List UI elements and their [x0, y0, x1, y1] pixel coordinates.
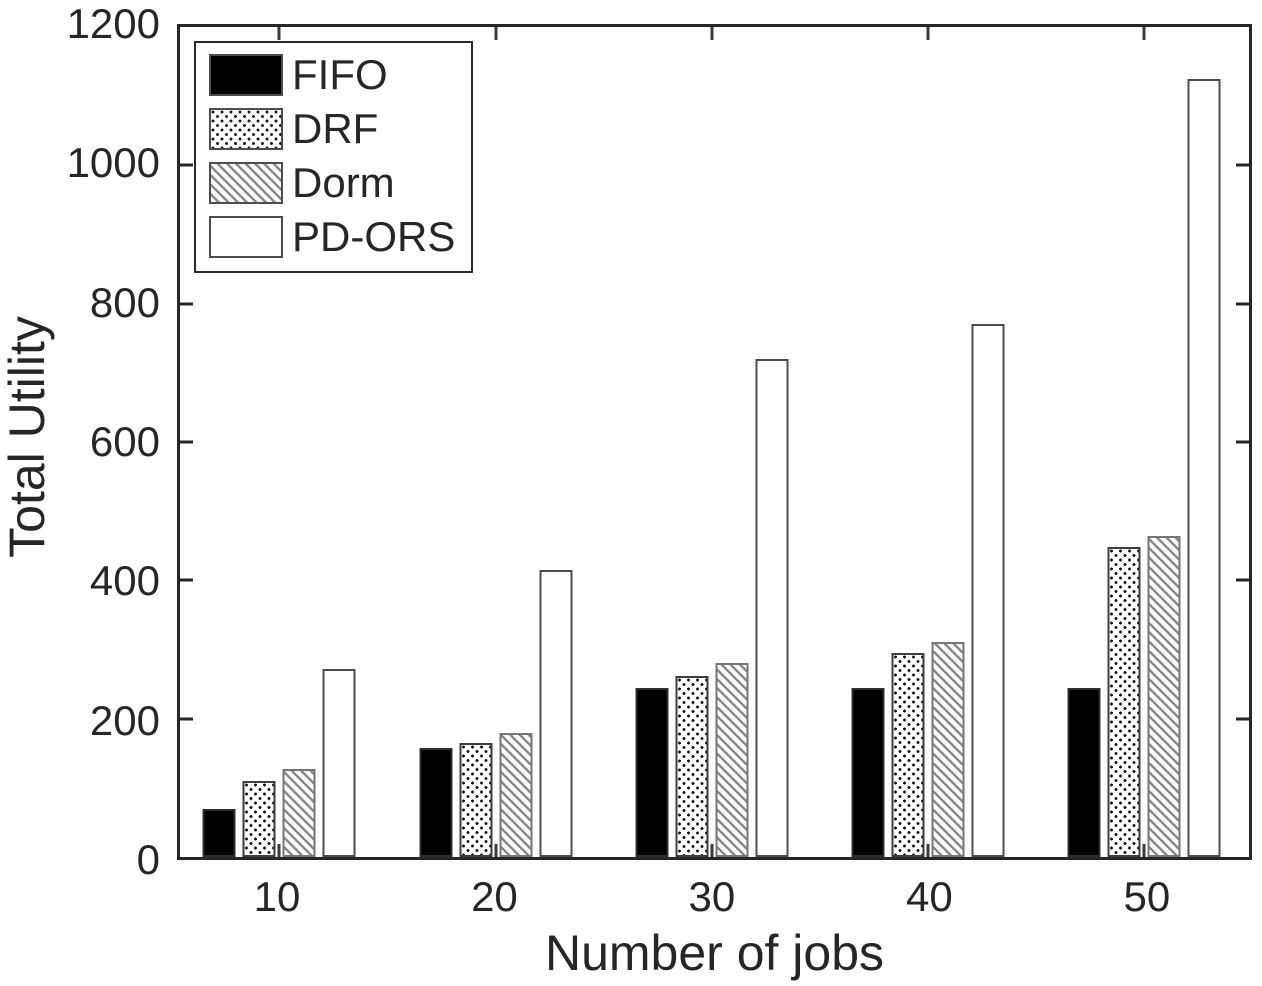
- bar-drf: [242, 780, 276, 857]
- bar-pd-ors: [971, 324, 1005, 857]
- y-tick-mark: [1236, 440, 1249, 444]
- y-tick-labels: 0 200 400 600 800 1000 1200: [0, 3, 160, 881]
- bar-pd-ors: [1187, 78, 1221, 857]
- legend-item: FIFO: [209, 54, 455, 96]
- x-tick-labels: 10 20 30 40 50: [177, 862, 1252, 926]
- bar-drf: [1107, 547, 1141, 857]
- y-tick-mark: [180, 163, 193, 167]
- x-tick-mark: [494, 844, 498, 857]
- x-tick-mark: [494, 27, 498, 40]
- y-tick-mark: [1236, 302, 1249, 306]
- bar-drf: [675, 675, 709, 857]
- legend-swatch-fifo: [209, 54, 283, 96]
- legend-item: DRF: [209, 108, 455, 150]
- legend-swatch-drf: [209, 108, 283, 150]
- legend-label: FIFO: [292, 51, 388, 98]
- y-tick-mark: [180, 578, 193, 582]
- bar-dorm: [931, 641, 965, 857]
- bar-group: [202, 27, 356, 857]
- bar-group: [635, 27, 789, 857]
- bar-group: [419, 27, 573, 857]
- x-tick-mark: [926, 27, 930, 40]
- x-tick-mark: [1142, 27, 1146, 40]
- legend-swatch-pd-ors: [209, 216, 283, 258]
- bar-group: [851, 27, 1005, 857]
- bar-dorm: [282, 769, 316, 857]
- bar-fifo: [419, 747, 453, 857]
- y-tick-label: 800: [89, 278, 160, 326]
- y-tick-mark: [1236, 578, 1249, 582]
- legend-swatch-dorm: [209, 162, 283, 204]
- bar-group: [1067, 27, 1221, 857]
- x-tick-label: 20: [471, 873, 518, 920]
- x-tick-label: 40: [906, 873, 953, 920]
- bar-pd-ors: [755, 359, 789, 857]
- plot-area: FIFO DRF Dorm PD-ORS: [177, 24, 1252, 860]
- legend-item: Dorm: [209, 162, 455, 204]
- x-tick-mark: [710, 844, 714, 857]
- y-tick-mark: [180, 302, 193, 306]
- legend-label: Dorm: [292, 159, 395, 206]
- y-tick-label: 0: [136, 836, 160, 883]
- y-tick-mark: [1236, 717, 1249, 721]
- y-tick-label: 1200: [66, 0, 160, 47]
- bar-dorm: [715, 663, 749, 857]
- x-tick-mark: [710, 27, 714, 40]
- y-tick-mark: [180, 440, 193, 444]
- x-tick-mark: [926, 844, 930, 857]
- bar-dorm: [499, 732, 533, 857]
- y-tick-label: 200: [89, 696, 160, 744]
- bar-drf: [459, 742, 493, 857]
- legend-label: PD-ORS: [292, 213, 456, 260]
- y-tick-label: 1000: [66, 139, 160, 187]
- x-tick-mark: [1142, 844, 1146, 857]
- bar-fifo: [851, 687, 885, 857]
- bar-pd-ors: [322, 668, 356, 857]
- x-tick-label: 10: [253, 873, 301, 920]
- x-tick-mark: [277, 844, 281, 857]
- x-tick-mark: [277, 27, 281, 40]
- legend-item: PD-ORS: [209, 216, 455, 258]
- bar-fifo: [635, 687, 669, 857]
- bar-drf: [891, 652, 925, 857]
- y-tick-mark: [180, 717, 193, 721]
- y-tick-label: 400: [89, 557, 160, 605]
- bar-pd-ors: [539, 569, 573, 857]
- bar-fifo: [202, 808, 236, 857]
- y-tick-mark: [1236, 163, 1249, 167]
- bar-fifo: [1067, 687, 1101, 857]
- legend-label: DRF: [292, 105, 379, 152]
- y-tick-label: 600: [89, 418, 160, 465]
- bar-dorm: [1147, 536, 1181, 857]
- x-tick-label: 30: [688, 873, 736, 920]
- x-axis-title: Number of jobs: [544, 925, 885, 981]
- legend: FIFO DRF Dorm PD-ORS: [194, 41, 474, 273]
- x-tick-label: 50: [1123, 873, 1171, 920]
